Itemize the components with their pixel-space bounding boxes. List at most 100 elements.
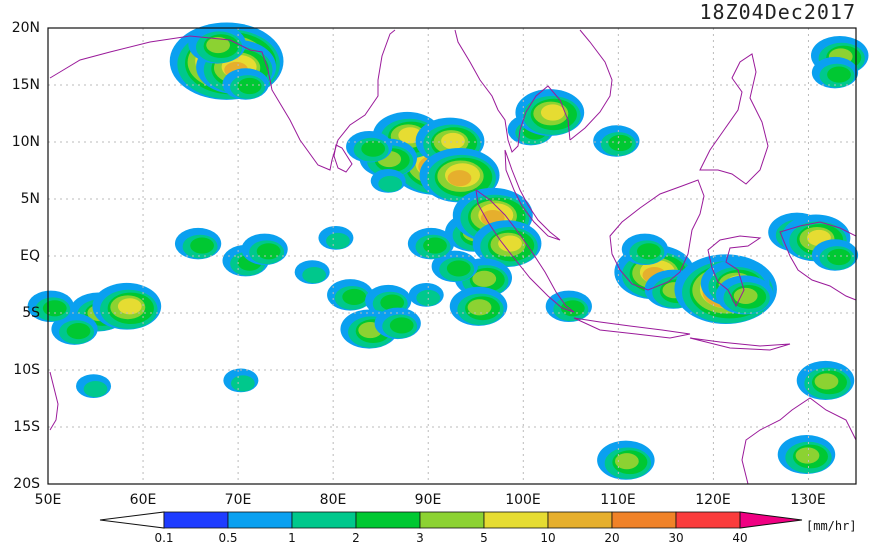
rain-level (378, 175, 403, 192)
colorbar-label: 0.5 (218, 531, 238, 545)
rain-level (342, 288, 367, 305)
rain-level (795, 447, 820, 464)
rain-cell (449, 286, 508, 326)
lat-label: 10N (11, 134, 40, 150)
lon-label: 70E (224, 492, 252, 508)
colorbar-swatch (611, 511, 677, 529)
rain-layer (27, 22, 869, 480)
rain-level (441, 132, 465, 150)
grid-lines (48, 28, 856, 484)
rain-level (472, 270, 497, 287)
rain-level (256, 243, 281, 260)
colorbar-label: 5 (480, 531, 488, 545)
rain-cell (222, 68, 269, 100)
rain-level (614, 453, 639, 470)
rain-level (423, 237, 447, 254)
rain-cell (545, 290, 592, 323)
rain-cell (374, 307, 421, 340)
rain-level (827, 248, 851, 266)
rain-cell (241, 233, 288, 266)
lat-label: 5S (22, 305, 40, 321)
rain-level (608, 134, 633, 152)
rain-level (498, 235, 522, 252)
rain-cell (593, 125, 640, 157)
colorbar-high-arrow (739, 511, 803, 529)
lat-label: 10S (13, 362, 40, 378)
rain-cell (327, 279, 374, 311)
rain-level (814, 373, 839, 390)
rain-cell (408, 283, 444, 307)
rain-cell (92, 282, 162, 330)
rain-cell (223, 368, 259, 393)
colorbar-label: 1 (288, 531, 296, 545)
rain-cell (294, 260, 330, 284)
lat-label: 20N (11, 20, 40, 36)
colorbar (99, 511, 803, 529)
rain-level (447, 170, 472, 187)
lon-label: 60E (129, 492, 157, 508)
lat-label: 5N (20, 191, 40, 207)
rain-level (733, 287, 758, 304)
lat-label: 15N (11, 77, 40, 93)
rain-cell (811, 239, 859, 271)
colorbar-label: 10 (540, 531, 556, 545)
rain-cell (51, 313, 98, 345)
colorbar-unit: [mm/hr] (806, 519, 857, 533)
rain-cell (597, 440, 655, 480)
lon-label: 130E (790, 492, 826, 508)
rain-level (361, 140, 386, 157)
lon-label: 120E (695, 492, 731, 508)
colorbar-swatch (291, 511, 357, 529)
colorbar-swatch (675, 511, 741, 529)
rain-cell (796, 360, 855, 400)
rain-level (416, 289, 441, 306)
rain-cell (715, 275, 774, 315)
lat-label: EQ (20, 248, 40, 264)
rain-level (42, 300, 67, 317)
rain-level (540, 104, 565, 121)
rain-cell (452, 187, 533, 243)
lon-label: 90E (414, 492, 442, 508)
rain-cell (454, 258, 513, 298)
rain-level (230, 375, 255, 392)
lat-label: 15S (13, 419, 40, 435)
colorbar-label: 3 (416, 531, 424, 545)
colorbar-swatch (227, 511, 293, 529)
rain-level (636, 243, 661, 260)
rain-level (467, 299, 492, 316)
rain-level (190, 237, 214, 254)
map-frame (47, 27, 857, 485)
rain-level (302, 267, 327, 284)
colorbar-label: 0.1 (154, 531, 174, 545)
lon-label: 110E (600, 492, 636, 508)
rain-level (206, 37, 230, 54)
rain-cell (419, 148, 500, 203)
colorbar-label: 40 (732, 531, 748, 545)
rain-cell (346, 130, 393, 163)
rain-cell (27, 290, 74, 323)
rain-level (326, 232, 350, 249)
colorbar-swatch (483, 511, 549, 529)
colorbar-label: 2 (352, 531, 360, 545)
colorbar-low-arrow (99, 511, 165, 529)
colorbar-swatch (163, 511, 229, 529)
lon-label: 50E (34, 492, 62, 508)
rain-level (117, 298, 142, 315)
rain-level (827, 66, 851, 83)
rain-level (83, 381, 108, 398)
colorbar-swatch (419, 511, 485, 529)
rain-cell (407, 227, 455, 260)
rain-level (389, 317, 414, 334)
rain-cell (174, 227, 222, 260)
colorbar-swatch (355, 511, 421, 529)
colorbar-label: 30 (668, 531, 684, 545)
lon-label: 80E (319, 492, 347, 508)
colorbar-label: 20 (604, 531, 620, 545)
rain-cell (777, 434, 836, 475)
rain-cell (370, 169, 406, 193)
rain-cell (811, 56, 859, 89)
rain-cell (621, 233, 668, 266)
rain-cell (431, 250, 478, 283)
rain-cell (76, 374, 112, 398)
